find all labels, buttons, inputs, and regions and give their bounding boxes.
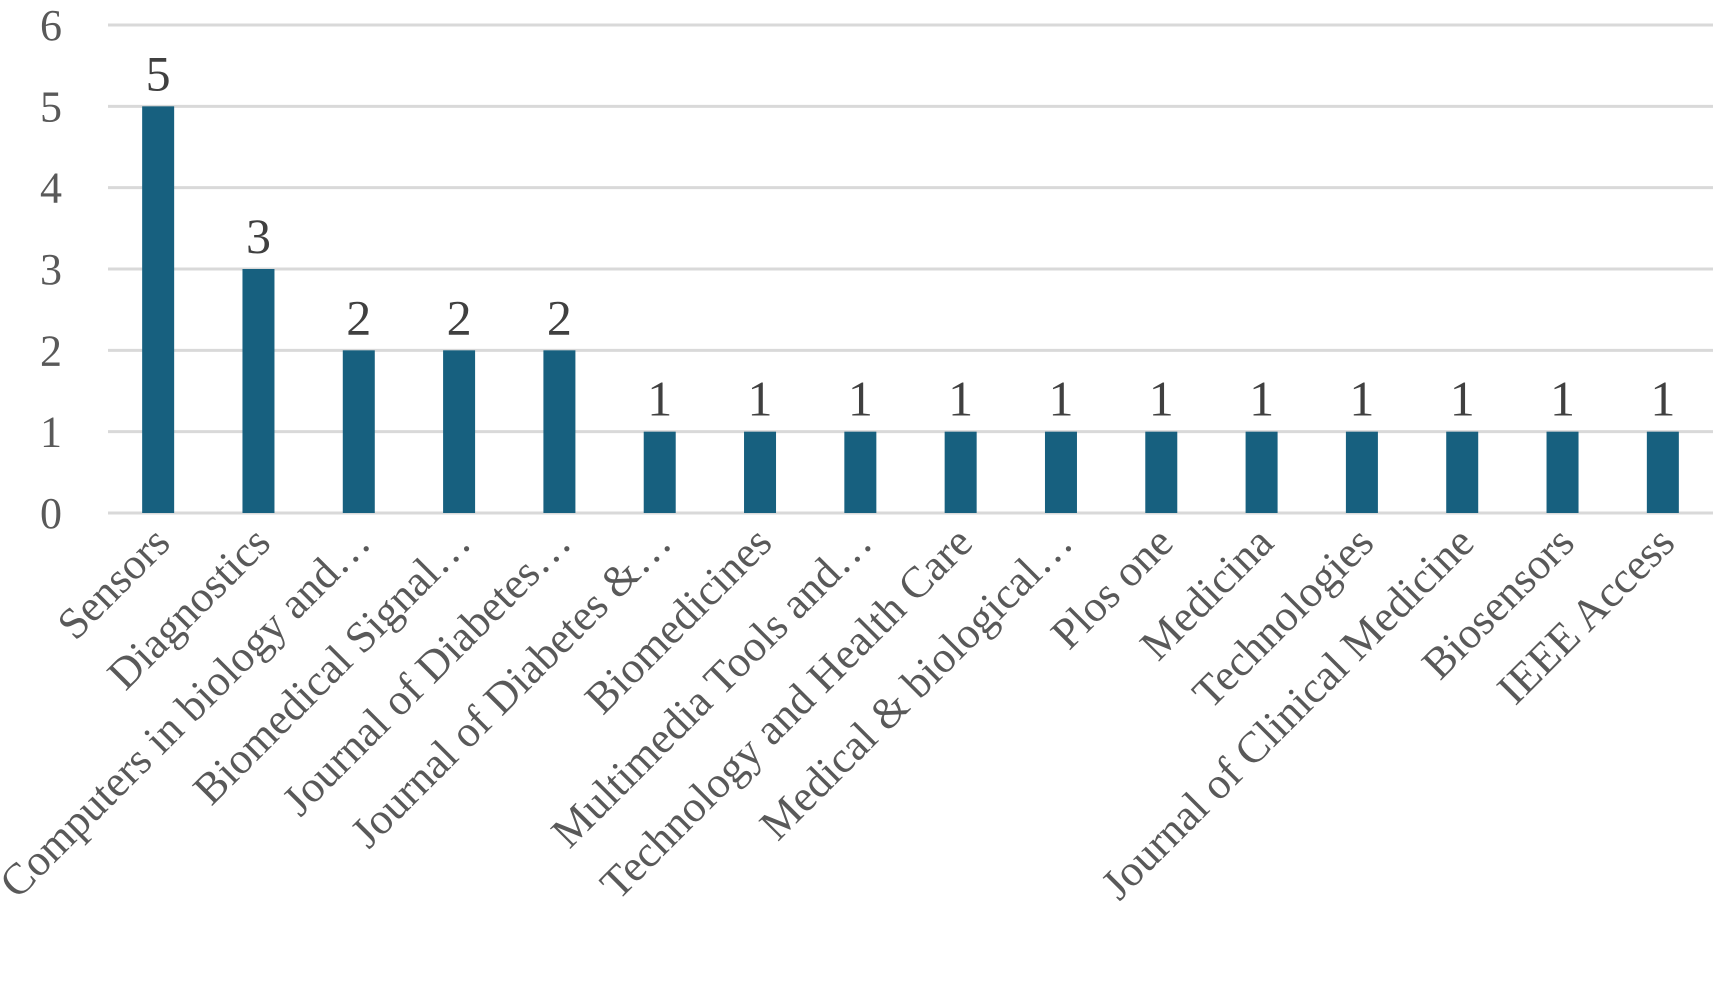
data-label: 2 <box>547 289 572 345</box>
data-label: 1 <box>1048 371 1073 427</box>
data-label: 2 <box>447 289 472 345</box>
data-label: 1 <box>1249 371 1274 427</box>
y-axis-ticks: 0 1 2 3 4 5 6 <box>40 1 62 538</box>
data-labels: 5 3 2 2 2 1 1 1 1 1 1 1 1 1 1 1 <box>146 45 1676 426</box>
data-label: 3 <box>246 208 271 264</box>
y-tick-label: 3 <box>40 245 62 294</box>
bar <box>443 350 476 513</box>
grid-lines <box>108 23 1713 515</box>
bar <box>643 431 676 513</box>
bar <box>543 350 576 513</box>
data-label: 1 <box>1550 371 1575 427</box>
data-label: 1 <box>647 371 672 427</box>
bar <box>1345 431 1378 513</box>
bar <box>1044 431 1077 513</box>
y-tick-label: 1 <box>40 408 62 457</box>
bar <box>1245 431 1278 513</box>
bar <box>1546 431 1579 513</box>
data-label: 1 <box>1149 371 1174 427</box>
data-label: 1 <box>848 371 873 427</box>
bar <box>844 431 877 513</box>
y-tick-label: 2 <box>40 326 62 375</box>
data-label: 5 <box>146 45 171 101</box>
data-label: 1 <box>1349 371 1374 427</box>
bar <box>1646 431 1679 513</box>
y-tick-label: 6 <box>40 1 62 50</box>
bar <box>1446 431 1479 513</box>
bar <box>342 350 375 513</box>
bar <box>242 269 275 513</box>
y-tick-label: 0 <box>40 489 62 538</box>
bar <box>142 106 175 513</box>
data-label: 1 <box>748 371 773 427</box>
y-tick-label: 4 <box>40 164 62 213</box>
data-label: 1 <box>1650 371 1675 427</box>
data-label: 2 <box>346 289 371 345</box>
bars <box>142 106 1679 513</box>
bar <box>744 431 777 513</box>
y-tick-label: 5 <box>40 82 62 131</box>
data-label: 1 <box>948 371 973 427</box>
bar <box>944 431 977 513</box>
bar <box>1145 431 1178 513</box>
data-label: 1 <box>1450 371 1475 427</box>
